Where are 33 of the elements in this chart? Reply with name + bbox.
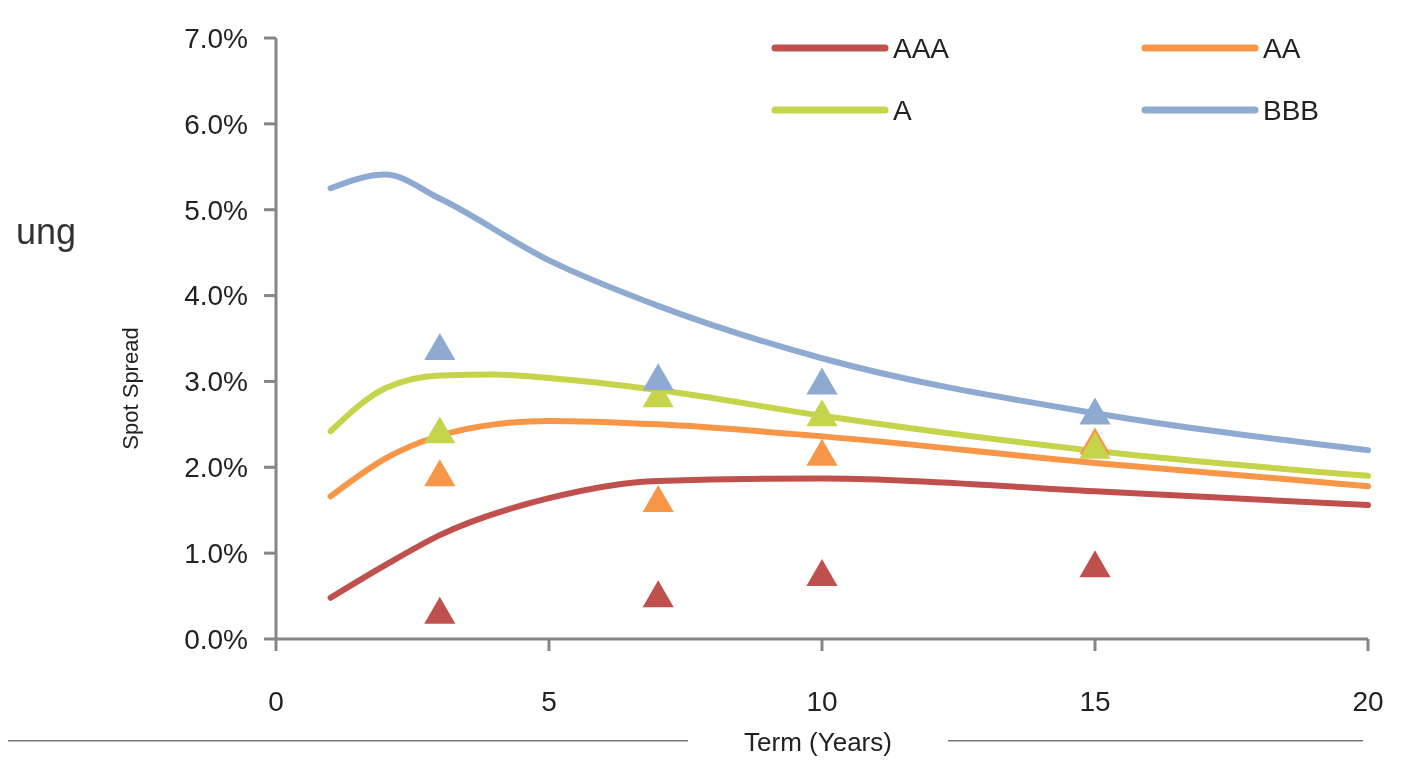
- legend-label: AAA: [893, 32, 950, 64]
- y-tick-label: 0.0%: [184, 623, 248, 655]
- point: [642, 580, 674, 608]
- point: [806, 367, 838, 395]
- x-tick-label: 5: [541, 686, 557, 717]
- point: [1079, 397, 1111, 425]
- x-tick-label: 10: [806, 686, 838, 717]
- x-tick-label: 20: [1352, 686, 1384, 717]
- point: [424, 596, 456, 624]
- point: [806, 399, 838, 427]
- y-tick-label: 4.0%: [184, 280, 248, 312]
- point: [806, 558, 838, 586]
- y-tick-label: 2.0%: [184, 452, 248, 484]
- text: ung: [16, 211, 77, 252]
- x-tick-label: 0: [268, 686, 284, 717]
- y-tick-label: 7.0%: [184, 22, 248, 54]
- point: [806, 438, 838, 466]
- point: [1079, 550, 1111, 578]
- y-tick-label: 5.0%: [184, 194, 248, 226]
- point: [424, 333, 456, 361]
- y-tick-label: 1.0%: [184, 537, 248, 569]
- point: [424, 416, 456, 444]
- y-tick-label: 6.0%: [184, 108, 248, 140]
- point: [424, 459, 456, 487]
- y-axis-title: Spot Spread: [118, 327, 143, 450]
- legend-label: BBB: [1263, 94, 1320, 126]
- y-tick-label: 3.0%: [184, 366, 248, 398]
- legend-label: A: [893, 94, 912, 126]
- point: [642, 485, 674, 513]
- legend-label: AA: [1263, 32, 1301, 64]
- point: [642, 363, 674, 391]
- x-tick-label: 15: [1079, 686, 1111, 717]
- x-axis-title: Term (Years): [744, 727, 892, 757]
